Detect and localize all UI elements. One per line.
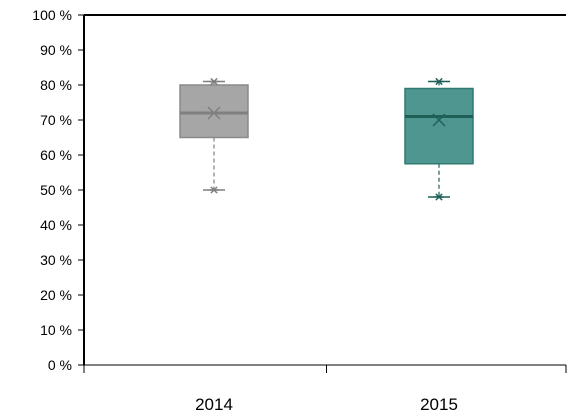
y-tick-label: 20 %	[40, 287, 72, 303]
marker-stroke	[210, 186, 218, 194]
x-tick-label: 2015	[420, 395, 458, 414]
plot-area	[84, 14, 566, 201]
iqr-box	[404, 87, 474, 165]
whisker-end-marker	[209, 77, 219, 86]
mean-marker-stroke	[207, 106, 221, 120]
whisker-end-marker	[434, 193, 444, 201]
y-tick-label: 80 %	[40, 77, 72, 93]
x-axis: 2014 2015	[83, 364, 567, 414]
marker-stroke	[210, 77, 218, 86]
marker-stroke	[435, 77, 443, 86]
iqr-box	[179, 84, 249, 139]
y-tick-label: 30 %	[40, 252, 72, 268]
y-tick-label: 10 %	[40, 322, 72, 338]
y-tick-label: 70 %	[40, 112, 72, 128]
y-tick-label: 50 %	[40, 182, 72, 198]
whisker-end-marker	[209, 186, 219, 194]
box-2014	[179, 77, 249, 194]
y-tick-label: 40 %	[40, 217, 72, 233]
y-tick-label: 100 %	[32, 7, 72, 23]
x-tick-label: 2014	[195, 395, 233, 414]
mean-marker	[207, 106, 221, 120]
y-tick-label: 60 %	[40, 147, 72, 163]
y-axis: 0 % 10 % 20 % 30 % 40 % 50 % 60 % 70 % 80 % 90 % 1…	[32, 7, 85, 373]
whisker-end-marker	[434, 77, 444, 86]
y-tick-label: 90 %	[40, 42, 72, 58]
y-tick-label: 0 %	[48, 357, 72, 373]
marker-stroke	[435, 193, 443, 201]
box-2015	[404, 77, 474, 201]
mean-marker	[432, 113, 446, 127]
mean-marker-stroke	[432, 113, 446, 127]
